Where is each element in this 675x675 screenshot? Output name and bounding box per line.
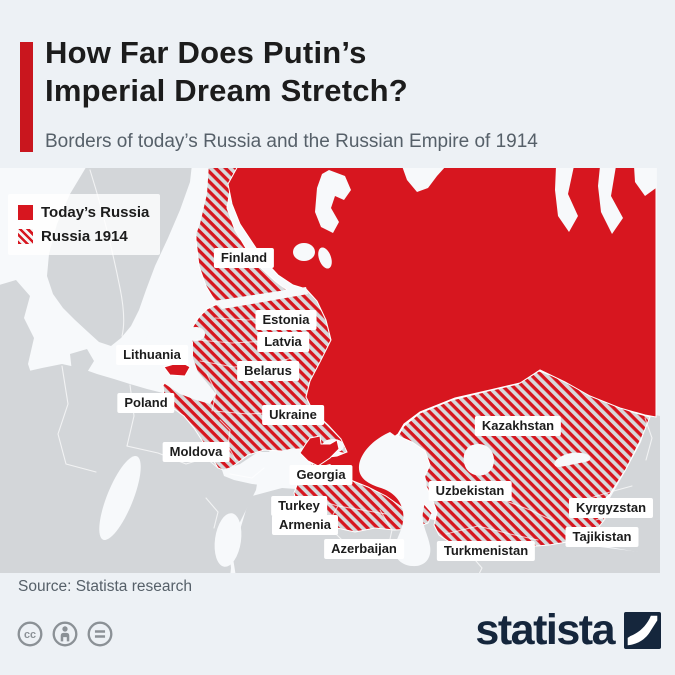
map-label-belarus: Belarus bbox=[237, 361, 299, 381]
no-derivatives-icon[interactable] bbox=[86, 620, 114, 648]
border-mongolia-china bbox=[644, 417, 653, 461]
title-line-1: How Far Does Putin’s bbox=[45, 35, 367, 70]
source-note: Source: Statista research bbox=[18, 578, 193, 595]
statista-logo[interactable]: statista bbox=[475, 608, 661, 652]
map-label-moldova: Moldova bbox=[162, 442, 230, 462]
aral-sea bbox=[463, 444, 494, 476]
legend-swatch-today-russia bbox=[18, 205, 33, 220]
map-area: Today’s Russia Russia 1914 Finland Estoni… bbox=[0, 168, 675, 573]
arctic-inlet-4 bbox=[634, 168, 656, 196]
map-label-tajikistan: Tajikistan bbox=[565, 527, 639, 547]
border-france-germany bbox=[57, 365, 97, 473]
border-uzbek-turkmen bbox=[445, 525, 539, 541]
map-label-ukraine: Ukraine bbox=[262, 405, 324, 425]
arctic-inlet-1 bbox=[402, 168, 445, 192]
map-label-uzbekistan: Uzbekistan bbox=[428, 481, 512, 501]
arctic-inlet-3 bbox=[598, 168, 623, 234]
map-label-turkey: Turkey bbox=[271, 496, 327, 516]
border-ukraine-moldova bbox=[219, 419, 237, 461]
gulf-of-bothnia bbox=[142, 168, 209, 332]
east-asia-landmass bbox=[598, 414, 660, 556]
legend-label-russia-1914: Russia 1914 bbox=[41, 228, 128, 245]
legend-row-empire: Russia 1914 bbox=[18, 228, 150, 245]
arctic-inlet-2 bbox=[555, 168, 578, 232]
title-accent-bar bbox=[20, 42, 33, 152]
map-label-armenia: Armenia bbox=[271, 515, 339, 535]
attribution-icon[interactable] bbox=[51, 620, 79, 648]
map-label-estonia: Estonia bbox=[255, 310, 317, 330]
map-legend: Today’s Russia Russia 1914 bbox=[8, 194, 160, 255]
lake-balkhash bbox=[554, 452, 591, 467]
gulf-of-finland bbox=[214, 287, 308, 309]
page-title: How Far Does Putin’s Imperial Dream Stret… bbox=[45, 34, 408, 110]
border-balkans bbox=[229, 467, 265, 479]
svg-text:cc: cc bbox=[24, 629, 36, 641]
map-label-lithuania: Lithuania bbox=[116, 345, 188, 365]
map-label-kyrgyzstan: Kyrgyzstan bbox=[568, 498, 654, 518]
crimea-region bbox=[299, 435, 340, 467]
border-poland-belarus bbox=[206, 373, 217, 412]
statista-logo-mark-icon bbox=[624, 612, 661, 649]
map-label-kazakhstan: Kazakhstan bbox=[474, 416, 562, 436]
legend-label-today-russia: Today’s Russia bbox=[41, 204, 150, 221]
border-greece bbox=[205, 497, 219, 529]
license-icons: cc bbox=[16, 620, 114, 648]
title-line-2: Imperial Dream Stretch? bbox=[45, 73, 408, 108]
gulf-of-riga bbox=[187, 327, 205, 341]
map-label-georgia: Georgia bbox=[289, 465, 353, 485]
map-label-latvia: Latvia bbox=[257, 332, 309, 352]
caspian-sea bbox=[358, 432, 431, 567]
statista-wordmark: statista bbox=[475, 606, 615, 654]
page-subtitle: Borders of today’s Russia and the Russia… bbox=[45, 131, 538, 152]
cc-icon[interactable]: cc bbox=[16, 620, 44, 648]
lake-ladoga bbox=[293, 243, 315, 261]
white-sea bbox=[315, 170, 351, 233]
map-label-turkmenistan: Turkmenistan bbox=[436, 541, 536, 561]
map-label-finland: Finland bbox=[213, 248, 275, 268]
aegean-sea bbox=[214, 513, 242, 567]
map-label-poland: Poland bbox=[117, 393, 175, 413]
map-label-azerbaijan: Azerbaijan bbox=[324, 539, 404, 559]
legend-swatch-russia-1914 bbox=[18, 229, 33, 244]
border-kyrgyz bbox=[583, 485, 633, 501]
legend-row-today: Today’s Russia bbox=[18, 204, 150, 221]
lake-onega bbox=[318, 247, 332, 269]
adriatic-sea bbox=[99, 455, 141, 541]
